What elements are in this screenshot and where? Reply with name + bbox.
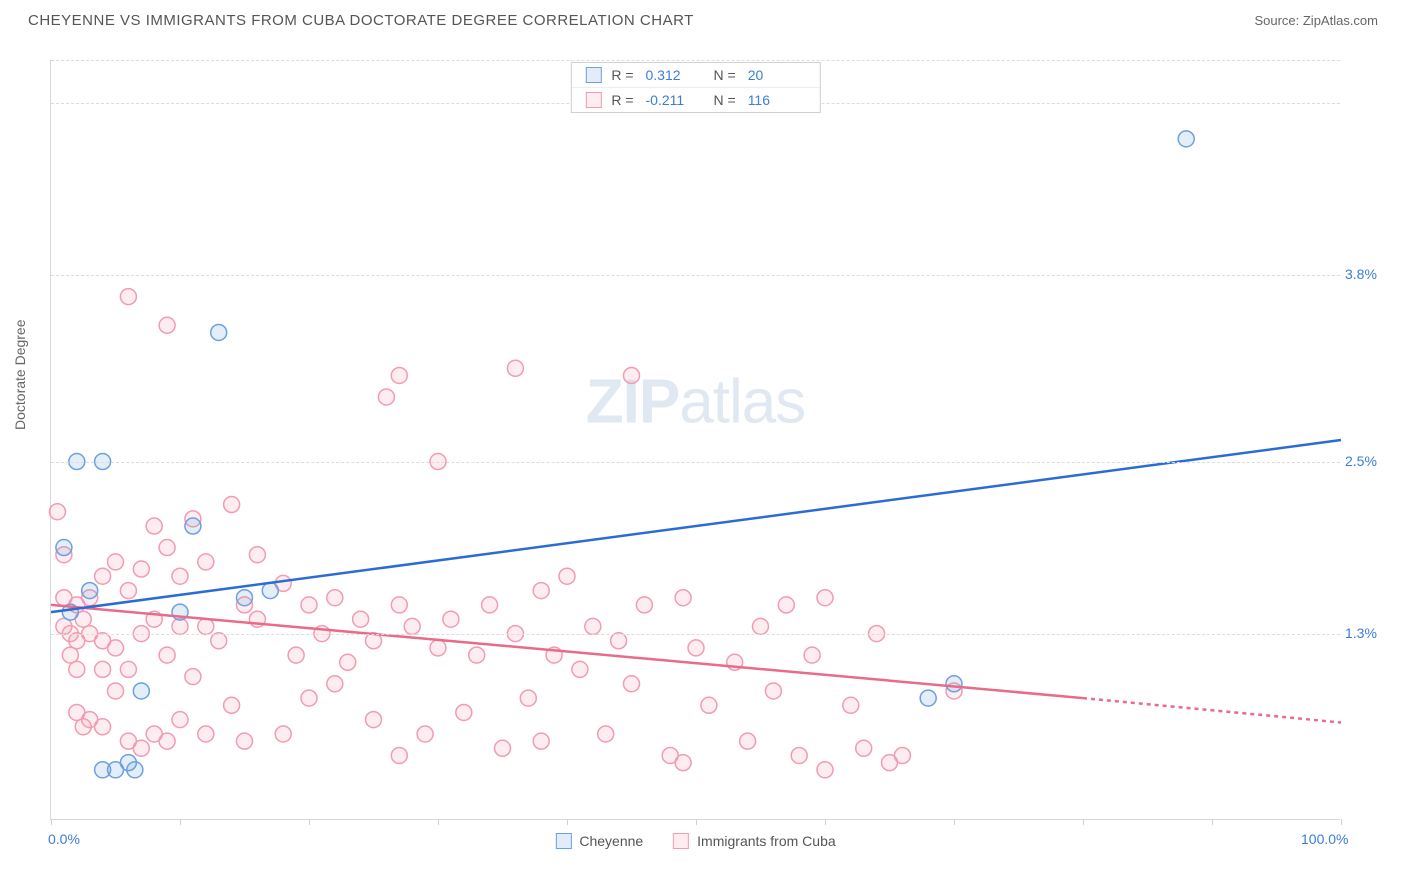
y-tick-label: 1.3% — [1345, 625, 1395, 641]
legend-item-cheyenne: Cheyenne — [555, 833, 643, 849]
n-value-cuba: 116 — [748, 92, 796, 108]
swatch-cuba-icon — [673, 833, 689, 849]
source-link[interactable]: ZipAtlas.com — [1303, 13, 1378, 28]
x-tick-label: 100.0% — [1301, 831, 1348, 847]
r-value-cuba: -0.211 — [646, 92, 694, 108]
chart-title: CHEYENNE VS IMMIGRANTS FROM CUBA DOCTORA… — [28, 12, 694, 29]
y-tick-label: 3.8% — [1345, 266, 1395, 282]
scatter-svg — [51, 60, 1340, 819]
y-tick-label: 2.5% — [1345, 453, 1395, 469]
correlation-legend: R = 0.312 N = 20 R = -0.211 N = 116 — [570, 62, 820, 113]
chart-plot-area: ZIPatlas R = 0.312 N = 20 R = -0.211 N =… — [50, 60, 1340, 820]
source-attribution: Source: ZipAtlas.com — [1254, 13, 1378, 28]
swatch-cuba — [585, 92, 601, 108]
y-axis-label: Doctorate Degree — [12, 319, 28, 430]
n-value-cheyenne: 20 — [748, 67, 796, 83]
legend-row-cuba: R = -0.211 N = 116 — [571, 87, 819, 112]
legend-item-cuba: Immigrants from Cuba — [673, 833, 835, 849]
legend-row-cheyenne: R = 0.312 N = 20 — [571, 63, 819, 87]
r-value-cheyenne: 0.312 — [646, 67, 694, 83]
swatch-cheyenne-icon — [555, 833, 571, 849]
x-tick-label: 0.0% — [48, 831, 80, 847]
swatch-cheyenne — [585, 67, 601, 83]
series-legend: Cheyenne Immigrants from Cuba — [555, 833, 835, 849]
